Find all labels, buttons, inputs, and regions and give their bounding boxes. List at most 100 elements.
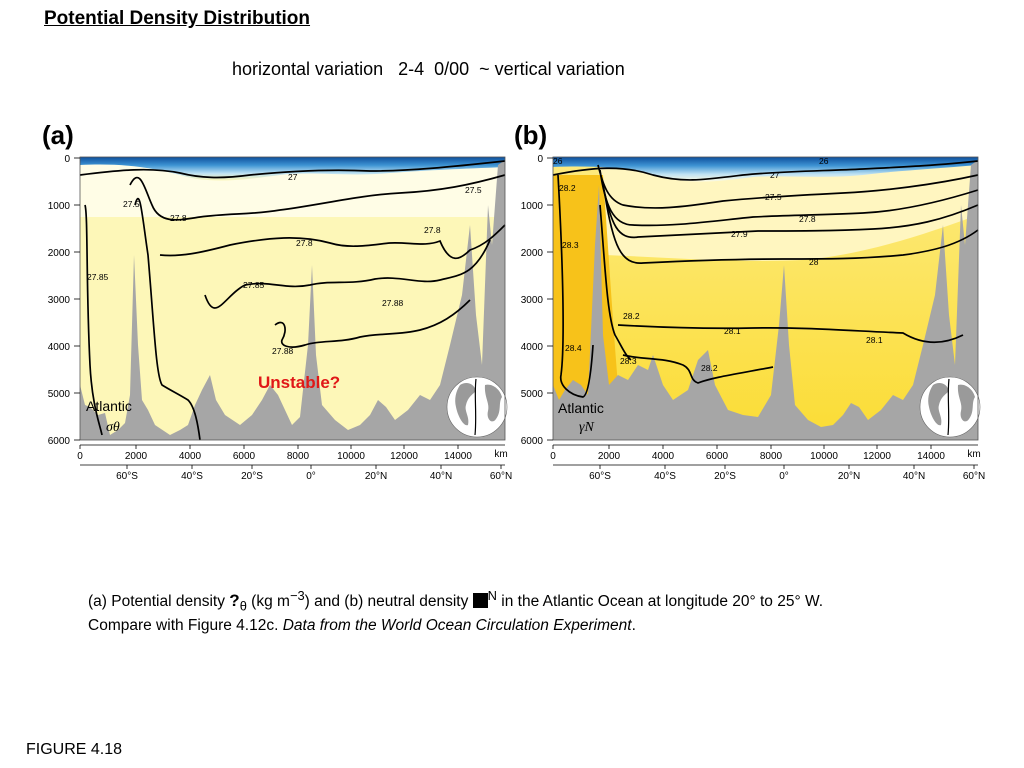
y-tick-label: 2000: [48, 248, 71, 259]
contour-label: 28.3: [620, 356, 637, 366]
y-tick-label: 1000: [48, 201, 71, 212]
contour-label: 27.9: [731, 229, 748, 239]
lat-tick-label: 40°N: [903, 471, 925, 482]
contour-label: 27.8: [424, 225, 441, 235]
y-tick-label: 6000: [48, 436, 71, 447]
contour-label: 28.1: [724, 326, 741, 336]
panel-a-section-plot: 27 27.5 27.8 27.5 27.8 27.85 27.8 27.85 …: [48, 154, 512, 482]
y-tick-label: 3000: [48, 295, 71, 306]
caption-text: (kg m: [246, 593, 290, 611]
x-tick-label: 14000: [444, 451, 472, 462]
globe-inset-map: [446, 376, 508, 438]
lat-tick-label: 60°S: [589, 471, 611, 482]
panel-b-section-plot: 26 26 27 28.2 27.5 27.8 27.9 28.3 28 28.…: [521, 154, 985, 482]
x-tick-label: 0: [77, 451, 83, 462]
y-tick-label: 5000: [521, 389, 544, 400]
contour-label: 27.85: [243, 280, 265, 290]
contour-label: 28.2: [701, 363, 718, 373]
x-tick-label: 2000: [125, 451, 148, 462]
lat-tick-label: 40°S: [654, 471, 676, 482]
y-tick-label: 4000: [48, 342, 71, 353]
contour-label: 27.8: [296, 238, 313, 248]
unstable-annotation: Unstable?: [258, 373, 341, 392]
x-tick-label: 10000: [337, 451, 365, 462]
contour-label: 26: [553, 156, 563, 166]
contour-label: 27.8: [170, 213, 187, 223]
page-title: Potential Density Distribution: [44, 8, 311, 29]
upper-water: [553, 157, 978, 261]
x-tick-label: 12000: [863, 451, 891, 462]
x-tick-label: 4000: [179, 451, 202, 462]
basin-label: Atlantic: [86, 398, 132, 414]
lat-tick-label: 60°N: [490, 471, 512, 482]
globe-inset-map: [919, 376, 981, 438]
y-tick-label: 0: [64, 154, 70, 165]
caption-text: in the Atlantic Ocean at longitude 20° t…: [497, 593, 824, 611]
contour-label: 26: [819, 156, 829, 166]
y-tick-label: 2000: [521, 248, 544, 259]
x-tick-label: 8000: [760, 451, 783, 462]
contour-label: 28.2: [559, 183, 576, 193]
caption-text: Compare with Figure 4.12c.: [88, 617, 283, 635]
lat-tick-label: 40°S: [181, 471, 203, 482]
contour-label: 27: [770, 170, 780, 180]
lat-tick-label: 60°N: [963, 471, 985, 482]
x-tick-label: 6000: [233, 451, 256, 462]
contour-lines: [79, 160, 506, 441]
y-tick-label: 3000: [521, 295, 544, 306]
contour-label: 27.5: [465, 185, 482, 195]
x-tick-label: 0: [550, 451, 556, 462]
lat-tick-label: 0°: [779, 471, 789, 482]
contour-label: 28: [809, 257, 819, 267]
panel-a-label: (a): [42, 120, 74, 150]
variable-label: σθ: [106, 420, 120, 435]
contour-lines: [552, 160, 979, 398]
contour-label: 28.1: [866, 335, 883, 345]
y-tick-label: 5000: [48, 389, 71, 400]
density-symbol: ?: [229, 591, 240, 611]
figure-number: FIGURE 4.18: [26, 741, 123, 758]
y-tick-label: 0: [537, 154, 543, 165]
contour-label: 27.88: [272, 346, 294, 356]
gamma-symbol-box: [472, 593, 488, 609]
x-tick-label: 8000: [287, 451, 310, 462]
contour-label: 28.2: [623, 311, 640, 321]
figure-caption: (a) Potential density ?θ (kg m−3) and (b…: [88, 586, 948, 636]
lat-tick-label: 20°S: [241, 471, 263, 482]
x-tick-label: 2000: [598, 451, 621, 462]
caption-text: (a) Potential density: [88, 593, 230, 611]
lat-tick-label: 20°N: [365, 471, 387, 482]
x-unit-label: km: [967, 449, 980, 460]
y-tick-label: 1000: [521, 201, 544, 212]
contour-label: 27.8: [799, 214, 816, 224]
caption-text: .: [631, 617, 636, 635]
subtitle: horizontal variation 2-4 0/00 ~ vertical…: [232, 59, 625, 79]
x-tick-label: 10000: [810, 451, 838, 462]
contour-label: 27.5: [123, 199, 140, 209]
unit-exponent: −3: [289, 588, 305, 603]
lat-tick-label: 60°S: [116, 471, 138, 482]
caption-source: Data from the World Ocean Circulation Ex…: [282, 617, 632, 635]
density-subscript: θ: [239, 598, 247, 614]
contour-label: 28.4: [565, 343, 582, 353]
lat-tick-label: 40°N: [430, 471, 452, 482]
lat-tick-label: 0°: [306, 471, 316, 482]
variable-label: γN: [579, 420, 595, 435]
lat-tick-label: 20°N: [838, 471, 860, 482]
basin-label: Atlantic: [558, 400, 604, 416]
gamma-superscript: N: [487, 588, 497, 603]
x-tick-label: 14000: [917, 451, 945, 462]
surface-water: [553, 157, 978, 182]
caption-text: ) and (b) neutral density: [304, 593, 473, 611]
x-unit-label: km: [494, 449, 507, 460]
contour-label: 27: [288, 172, 298, 182]
y-tick-label: 6000: [521, 436, 544, 447]
contour-label: 27.5: [765, 192, 782, 202]
panel-b-label: (b): [514, 120, 548, 150]
x-tick-label: 4000: [652, 451, 675, 462]
contour-label: 27.88: [382, 298, 404, 308]
contour-label: 27.85: [87, 272, 109, 282]
x-tick-label: 6000: [706, 451, 729, 462]
contour-label: 28.3: [562, 240, 579, 250]
y-tick-label: 4000: [521, 342, 544, 353]
